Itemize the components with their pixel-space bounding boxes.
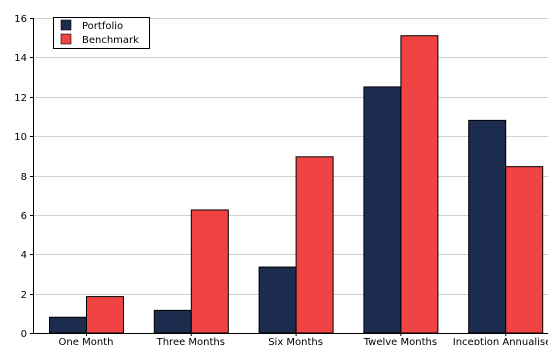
x-ticks: One Month Three Months Six Months Twelve Mo… [59,333,548,345]
y-tick-label-3: 6 [21,211,27,222]
y-tick-label-4: 8 [21,172,27,183]
bars [49,35,544,334]
y-tick-label-5: 10 [14,132,27,143]
bar-portfolio-4 [468,119,507,334]
x-tick-label-0: One Month [59,337,114,345]
legend-label-benchmark: Benchmark [82,35,139,46]
y-tick-label-2: 4 [21,250,27,261]
bar-benchmark-2 [295,156,334,334]
bar-benchmark-0 [86,296,124,334]
x-tick-label-4: Inception Annualised [453,337,548,345]
bar-portfolio-3 [363,86,402,334]
bar-benchmark-1 [190,209,229,334]
bar-benchmark-4 [505,166,544,334]
bar-portfolio-2 [258,266,297,334]
y-tick-label-0: 0 [21,329,27,340]
y-tick-label-7: 14 [14,53,27,64]
y-ticks: 0 2 4 6 8 10 12 14 16 [14,14,33,340]
legend-label-portfolio: Portfolio [82,21,123,32]
x-tick-label-2: Six Months [268,337,323,345]
y-tick-label-8: 16 [14,14,27,25]
x-tick-label-1: Three Months [156,337,225,345]
legend-swatch-portfolio [60,19,72,31]
bar-portfolio-1 [153,309,192,334]
axes [33,18,548,334]
bar-portfolio-0 [49,316,87,334]
bar-benchmark-3 [400,35,439,334]
y-tick-label-1: 2 [21,290,27,301]
legend-swatch-benchmark [60,33,72,45]
y-tick-label-6: 12 [14,93,27,104]
x-tick-label-3: Twelve Months [363,337,437,345]
grid-lines [33,18,548,295]
legend: Portfolio Benchmark [53,17,150,49]
